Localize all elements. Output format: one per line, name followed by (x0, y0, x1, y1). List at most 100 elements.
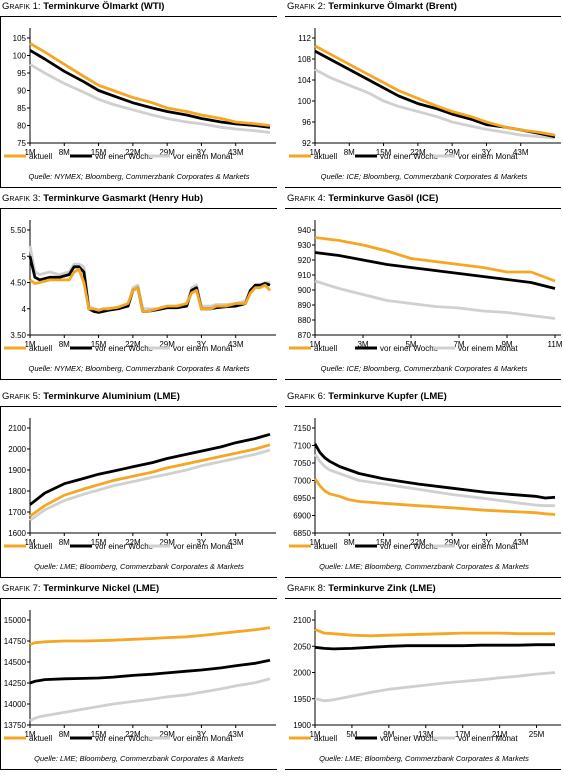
x-tick-label: 43M (513, 538, 529, 547)
y-tick-label: 3.50 (10, 331, 26, 340)
y-tick-label: 4.50 (10, 279, 26, 288)
y-tick-label: 13750 (4, 721, 27, 730)
x-tick-label: 15M (91, 340, 107, 349)
series-line-s2 (313, 443, 556, 500)
x-tick-label: 21M (492, 730, 508, 739)
line-chart: 13750 14000 14250 14500 14750 15000 1M 8M 15M 22M… (4, 610, 276, 743)
y-tick-label: 890 (298, 301, 312, 310)
chart-panel-7: Grafik 7: Terminkurve Nickel (LME) Quelle… (0, 582, 278, 772)
legend-label-s1: aktuell (29, 542, 52, 551)
x-tick-label: 3M (357, 340, 368, 349)
legend-label-s2: vor einer Woche (380, 734, 439, 743)
y-tick-label: 940 (298, 226, 312, 235)
x-tick-label: 22M (410, 538, 426, 547)
y-tick-label: 14000 (4, 700, 27, 709)
x-tick-label: 1M (24, 538, 35, 547)
chart-title-text: Terminkurve Nickel (LME) (43, 583, 160, 594)
x-tick-label: 15M (376, 538, 392, 547)
x-tick-label: 22M (125, 340, 141, 349)
y-tick-label: 6900 (293, 512, 311, 521)
x-tick-label: 29M (159, 340, 175, 349)
y-tick-label: 1950 (293, 695, 311, 704)
x-tick-label: 1M (24, 340, 35, 349)
y-tick-label: 7100 (293, 442, 311, 451)
y-tick-label: 80 (17, 122, 26, 131)
y-tick-label: 14250 (4, 679, 27, 688)
y-tick-label: 2050 (293, 642, 311, 651)
chart-title: Grafik 5: Terminkurve Aluminium (LME) (2, 391, 180, 402)
chart-title-text: Terminkurve Ölmarkt (Brent) (328, 1, 457, 12)
x-tick-label: 22M (125, 148, 141, 157)
x-tick-label: 8M (59, 340, 70, 349)
legend-label-s1: aktuell (29, 344, 52, 353)
chart-title-text: Terminkurve Gasmarkt (Henry Hub) (43, 193, 204, 204)
y-tick-label: 1700 (8, 508, 26, 517)
y-tick-label: 7050 (293, 459, 311, 468)
chart-panel-1: Grafik 1: Terminkurve Ölmarkt (WTI) Quell… (0, 0, 278, 190)
y-tick-label: 6950 (293, 494, 311, 503)
chart-title-text: Terminkurve Ölmarkt (WTI) (43, 1, 165, 12)
x-tick-label: 8M (344, 148, 355, 157)
x-tick-label: 5M (405, 340, 416, 349)
chart-number: Grafik 2: (287, 1, 329, 12)
series-line-s1 (29, 42, 271, 127)
x-tick-label: 22M (125, 538, 141, 547)
x-tick-label: 29M (444, 148, 460, 157)
chart-panel-5: Grafik 5: Terminkurve Aluminium (LME) Que… (0, 390, 278, 580)
chart-frame (0, 208, 277, 380)
x-tick-label: 8M (344, 538, 355, 547)
legend-label-s3: vor einem Monat (458, 734, 518, 743)
x-tick-label: 8M (59, 538, 70, 547)
x-tick-label: 15M (91, 730, 107, 739)
series-line-s1 (313, 477, 556, 516)
legend-label-s1: aktuell (314, 542, 337, 551)
legend-label-s2: vor einer Woche (95, 542, 154, 551)
chart-source: Quelle: NYMEX; Bloomberg, Commerzbank Co… (28, 364, 250, 373)
legend-label-s2: vor einer Woche (95, 734, 154, 743)
x-tick-label: 1M (24, 730, 35, 739)
series-line-s1 (29, 268, 272, 313)
y-tick-label: 95 (17, 69, 26, 78)
y-tick-label: 4 (22, 305, 27, 314)
legend-label-s1: aktuell (29, 734, 52, 743)
y-tick-label: 870 (298, 331, 312, 340)
chart-panel-8: Grafik 8: Terminkurve Zink (LME) Quelle: … (285, 582, 563, 772)
chart-title: Grafik 7: Terminkurve Nickel (LME) (2, 583, 159, 594)
series-line-s1 (29, 626, 271, 646)
chart-source: Quelle: ICE; Bloomberg, Commerzbank Corp… (320, 364, 528, 373)
y-tick-label: 96 (302, 118, 311, 127)
chart-panel-2: Grafik 2: Terminkurve Ölmarkt (Brent) Que… (285, 0, 563, 190)
y-tick-label: 6850 (293, 529, 311, 538)
series-line-s3 (28, 245, 270, 312)
line-chart: 1900 1950 2000 2050 2100 1M 5M 9M 13M 17M 21M 25M ak… (289, 610, 561, 743)
x-tick-label: 29M (159, 148, 175, 157)
y-tick-label: 1900 (8, 466, 26, 475)
y-tick-label: 100 (13, 52, 27, 61)
chart-panel-6: Grafik 6: Terminkurve Kupfer (LME) Quelle… (285, 390, 563, 580)
chart-source: Quelle: LME; Bloomberg, Commerzbank Corp… (319, 562, 529, 571)
chart-source: Quelle: ICE; Bloomberg, Commerzbank Corp… (320, 172, 528, 181)
chart-number: Grafik 5: (2, 391, 44, 402)
chart-number: Grafik 7: (2, 583, 44, 594)
chart-source: Quelle: LME; Bloomberg, Commerzbank Corp… (34, 562, 244, 571)
legend-label-s2: vor einer Woche (380, 542, 439, 551)
legend-label-s1: aktuell (314, 152, 337, 161)
chart-panel-3: Grafik 3: Terminkurve Gasmarkt (Henry Hu… (0, 192, 278, 382)
legend-label-s3: vor einem Monat (173, 344, 233, 353)
x-tick-label: 43M (228, 340, 244, 349)
legend-label-s1: aktuell (29, 152, 52, 161)
line-chart: 3.50 4 4.50 5 5.50 1M 8M 15M 22M 29M 3Y 43M aktuell v… (4, 220, 276, 353)
y-tick-label: 92 (302, 139, 311, 148)
x-tick-label: 5M (346, 730, 357, 739)
y-tick-label: 5.50 (10, 226, 26, 235)
y-tick-label: 105 (13, 34, 27, 43)
y-tick-label: 900 (298, 286, 312, 295)
chart-panel-4: Grafik 4: Terminkurve Gasöl (ICE) Quelle:… (285, 192, 563, 382)
x-tick-label: 8M (59, 730, 70, 739)
x-tick-label: 7M (453, 340, 464, 349)
legend-label-s1: aktuell (314, 344, 337, 353)
x-tick-label: 3Y (197, 730, 207, 739)
chart-source: Quelle: LME; Bloomberg, Commerzbank Corp… (34, 754, 244, 763)
y-tick-label: 1800 (8, 487, 26, 496)
x-tick-label: 43M (228, 730, 244, 739)
